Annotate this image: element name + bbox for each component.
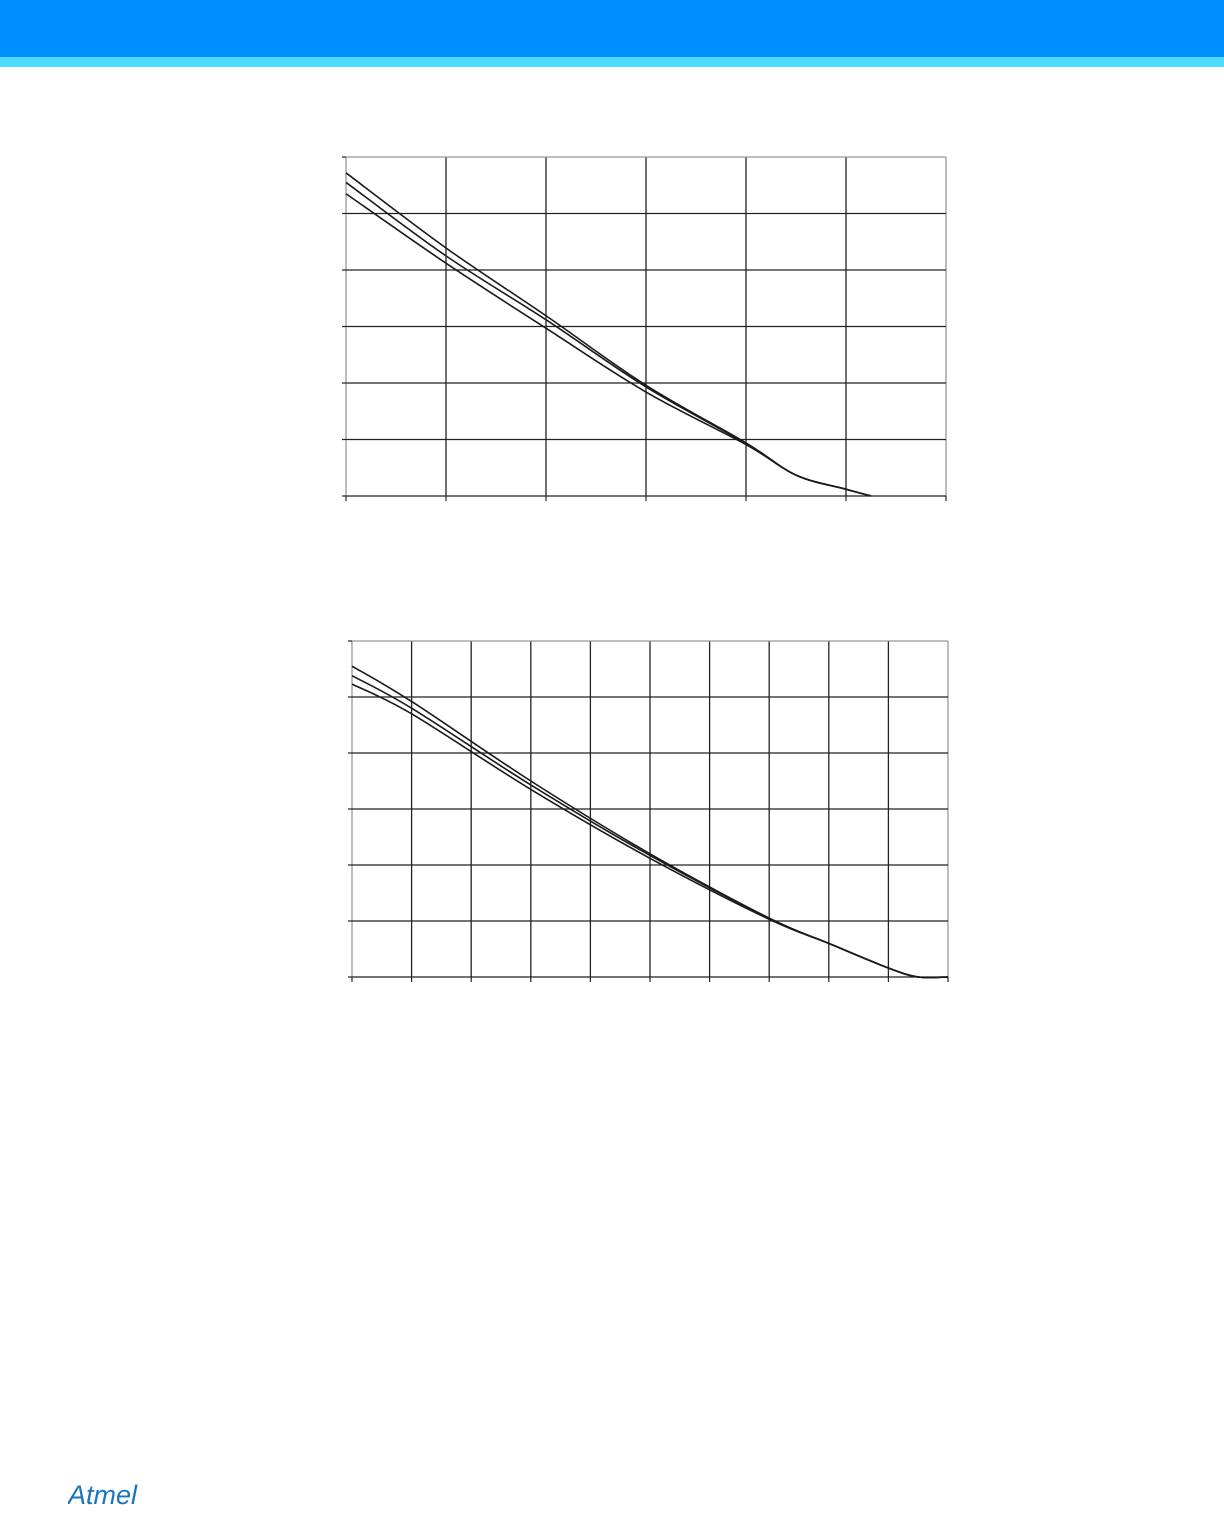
series-line-2 (345, 181, 872, 497)
series-line-3 (351, 683, 949, 979)
header-stripe (0, 57, 1224, 67)
series-line-3 (345, 193, 872, 497)
atmel-logo: Atmel (68, 1480, 138, 1510)
header-bar (0, 0, 1224, 57)
svg-text:Atmel: Atmel (68, 1480, 138, 1510)
series-line-1 (345, 172, 872, 497)
chart-2 (348, 640, 949, 982)
chart-1 (342, 156, 947, 501)
